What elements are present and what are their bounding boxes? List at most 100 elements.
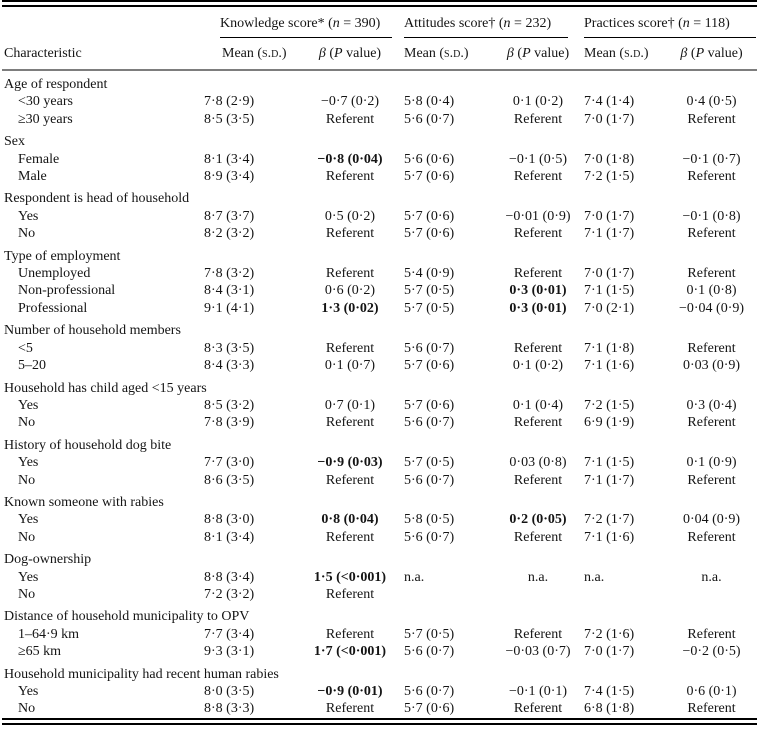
row-label: Yes <box>18 512 39 528</box>
beta-value: Referent <box>513 266 563 282</box>
section-label: History of household dog bite <box>4 437 172 453</box>
group-header-spacer <box>2 4 202 39</box>
beta-value: −0·1 (0·1) <box>508 684 568 699</box>
table-row: No 7·8 (3·9) Referent 5·6 (0·7) Referent 6·9 … <box>2 414 757 431</box>
table-row: Unemployed 7·8 (3·2) Referent 5·4 (0·9) Refe… <box>2 265 757 282</box>
mean-value: 7·0 (1·7) <box>584 208 635 224</box>
row-label: <5 <box>18 340 33 356</box>
table-row: <5 8·3 (3·5) Referent 5·6 (0·7) Referent 7·1 … <box>2 340 757 357</box>
mean-value: 5·8 (0·5) <box>404 512 455 528</box>
beta-value: −0·8 (0·04) <box>317 151 383 167</box>
beta-value: 0·3 (0·01) <box>509 283 567 299</box>
mean-value: 7·2 (3·2) <box>204 586 255 602</box>
row-label: Yes <box>18 569 39 585</box>
mean-value: 5·7 (0·5) <box>404 283 455 299</box>
mean-value: 7·2 (1·7) <box>584 512 635 528</box>
group-n-pre: ( <box>674 16 683 31</box>
beta-value: Referent <box>325 340 375 356</box>
section-label: Distance of household municipality to OP… <box>4 609 250 625</box>
mean-value: 5·7 (0·6) <box>404 397 455 413</box>
beta-value: 0·1 (0·8) <box>686 283 737 299</box>
row-label: No <box>18 226 36 242</box>
table-row: 1–64·9 km 7·7 (3·4) Referent 5·7 (0·5) Refer… <box>2 626 757 643</box>
beta-value: Referent <box>687 626 736 642</box>
practices-beta-header: β (P value) <box>666 38 758 71</box>
beta-label-post: value) <box>530 46 570 61</box>
beta-value: Referent <box>513 626 563 642</box>
beta-value: −0·7 (0·2) <box>320 94 380 110</box>
row-label: 5–20 <box>18 358 46 374</box>
column-header-row: Characteristic Mean (s.d.) β (P value) M… <box>2 38 758 71</box>
section-label: Household has child aged <15 years <box>4 380 207 396</box>
mean-value: 5·7 (0·5) <box>404 455 455 471</box>
mean-value: 5·6 (0·7) <box>404 684 455 699</box>
beta-value: 0·6 (0·2) <box>324 283 376 299</box>
beta-symbol: β <box>506 46 514 61</box>
mean-value: 7·2 (1·6) <box>584 626 635 642</box>
beta-value: −0·1 (0·8) <box>682 208 741 224</box>
mean-value: 7·8 (2·9) <box>204 94 255 110</box>
mean-value: 8·8 (3·3) <box>204 701 255 717</box>
mean-label-pre: Mean ( <box>584 46 625 61</box>
p-symbol: P <box>695 46 705 61</box>
section-row: Number of household members <box>2 317 757 339</box>
mean-value: 8·4 (3·3) <box>204 358 255 374</box>
mean-value: 8·3 (3·5) <box>204 340 255 356</box>
beta-value: −0·2 (0·5) <box>682 644 741 660</box>
section-label: Household municipality had recent human … <box>4 666 279 682</box>
row-label: <30 years <box>18 94 73 110</box>
mean-value: 8·0 (3·5) <box>204 684 255 699</box>
mean-value: 8·5 (3·2) <box>204 397 255 413</box>
section-row: Dog-ownership <box>2 546 757 568</box>
mean-value: 7·7 (3·0) <box>204 455 255 471</box>
row-label: Non-professional <box>18 283 116 299</box>
section-row: History of household dog bite <box>2 432 757 454</box>
beta-value: −0·1 (0·7) <box>682 151 741 167</box>
section-label: Respondent is head of household <box>4 191 190 207</box>
beta-value: n.a. <box>527 569 549 585</box>
mean-label-post: ) <box>643 46 649 61</box>
section-label: Number of household members <box>4 323 181 339</box>
row-label: Yes <box>18 455 39 471</box>
group-header-row: Knowledge score* (n = 390) Attitudes sco… <box>2 4 757 39</box>
table-row: <30 years 7·8 (2·9) −0·7 (0·2) 5·8 (0·4) 0·1… <box>2 93 757 110</box>
mean-value: 6·8 (1·8) <box>584 701 635 717</box>
table-row: No 8·1 (3·4) Referent 5·6 (0·7) Referent 7·1 … <box>2 529 757 546</box>
mean-label-sd: s.d. <box>262 46 282 61</box>
section-label: Dog-ownership <box>4 552 92 568</box>
beta-value: Referent <box>513 169 563 185</box>
group-n-value: = 390) <box>339 16 381 31</box>
beta-value: 0·04 (0·9) <box>682 512 741 528</box>
mean-value: 7·0 (1·7) <box>584 266 635 282</box>
beta-value: Referent <box>687 111 736 127</box>
beta-value: 0·2 (0·05) <box>509 512 567 528</box>
mean-value: 5·6 (0·7) <box>404 529 455 545</box>
mean-value: 8·6 (3·5) <box>204 472 255 488</box>
beta-value: 0·4 (0·5) <box>686 94 737 110</box>
p-symbol: P <box>522 46 531 61</box>
mean-value: 8·4 (3·1) <box>204 283 255 299</box>
table-row: No 7·2 (3·2) Referent <box>2 586 757 603</box>
beta-value: 1·3 (0·02) <box>321 300 379 316</box>
group-title: Knowledge score* <box>220 16 325 31</box>
beta-value: 0·7 (0·1) <box>324 397 376 413</box>
group-header-knowledge: Knowledge score* (n = 390) <box>202 4 402 38</box>
mean-value: 5·6 (0·7) <box>404 340 455 356</box>
beta-value: 1·7 (<0·001) <box>313 644 387 660</box>
beta-value: Referent <box>687 529 736 545</box>
practices-mean-header: Mean (s.d.) <box>582 38 667 71</box>
beta-value: Referent <box>513 226 563 242</box>
beta-value: Referent <box>325 586 375 602</box>
table-row: Yes 8·8 (3·4) 1·5 (<0·001) n.a. n.a. n.a. n.a. <box>2 569 757 586</box>
row-label: ≥30 years <box>18 111 73 127</box>
beta-value: −0·1 (0·5) <box>508 151 568 167</box>
mean-value: 7·1 (1·8) <box>584 340 635 356</box>
table-row: Yes 8·7 (3·7) 0·5 (0·2) 5·7 (0·6) −0·01 (0·9… <box>2 208 757 225</box>
group-title: Practices score† <box>584 16 675 31</box>
attitudes-beta-header: β (P value) <box>494 38 583 71</box>
beta-symbol: β <box>318 46 326 61</box>
mean-value: 7·2 (1·5) <box>584 397 635 413</box>
mean-value: 5·8 (0·4) <box>404 94 455 110</box>
beta-value: −0·03 (0·7) <box>505 644 571 660</box>
mean-value: 8·1 (3·4) <box>204 529 255 545</box>
